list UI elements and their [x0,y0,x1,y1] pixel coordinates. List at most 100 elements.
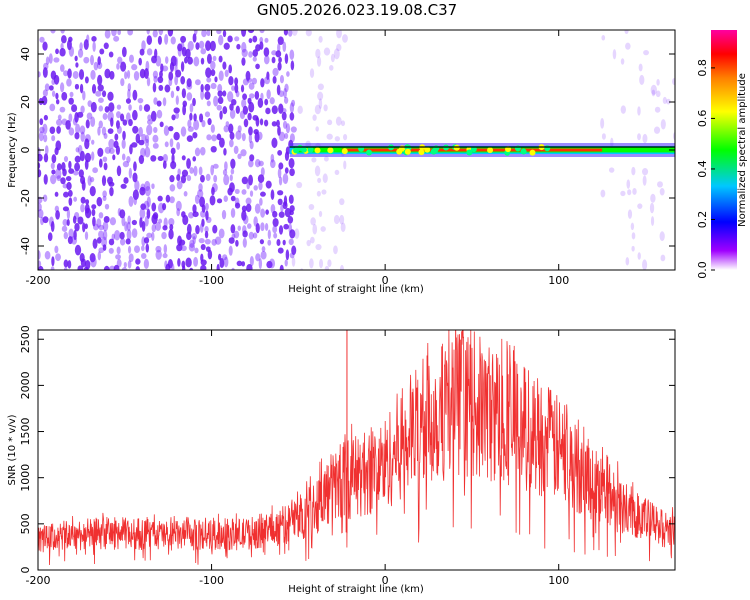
spectrogram-noise-cell [67,39,72,51]
spectrogram-noise-cell [182,104,187,116]
spectrogram-noise-cell [625,257,630,266]
spectrogram-signal [289,143,675,157]
spectrogram-noise-cell [152,134,159,143]
spectrogram-noise-cell [235,105,240,114]
spectrogram-noise-cell [655,90,661,98]
spectrogram-noise-cell [145,138,149,148]
spectrogram-noise-cell [214,236,222,245]
spectrogram-noise-cell [206,30,211,37]
spectrogram-noise-cell [97,126,101,136]
spectrogram-noise-cell [259,118,264,126]
spectrogram-noise-cell [83,39,89,50]
spectrogram-noise-cell [54,245,59,254]
spectrogram-noise-cell [79,125,86,135]
spectrogram-noise-cell [657,181,663,188]
spectrogram-noise-cell [68,168,75,174]
spectrogram-noise-cell [155,245,162,253]
spectrogram-noise-cell [181,88,187,99]
y-tick-label: 0 [19,567,32,574]
signal-blob [505,146,512,153]
spectrogram-noise-cell [99,48,105,55]
spectrogram-noise-cell [85,119,90,129]
spectrogram-noise-cell [222,254,228,261]
spectrogram-noise-cell [200,146,206,156]
spectrogram-noise-cell [265,209,269,215]
spectrogram-noise-cell [218,253,222,261]
spectrogram-noise-cell [227,187,233,196]
spectrogram-noise-cell [189,267,194,270]
spectrogram-noise-cell [73,196,78,202]
spectrogram-noise-cell [186,158,191,169]
spectrogram-noise-cell [241,261,246,267]
spectrogram-noise-cell [300,268,304,270]
spectrogram-noise-cell [98,230,104,239]
spectrogram-noise-cell [278,211,285,218]
spectrogram-noise-cell [89,253,96,263]
spectrogram-noise-cell [175,200,182,212]
x-tick-label: -200 [26,274,51,287]
spectrogram-noise-cell [128,118,133,127]
spectrogram-noise-cell [127,215,131,225]
spectrogram-noise-cell [116,246,121,255]
spectrogram-noise-cell [642,133,648,144]
spectrogram-noise-cell [75,123,81,135]
spectrogram-noise-cell [314,165,321,177]
spectrogram-noise-cell [47,232,53,242]
spectrogram-noise-cell [78,69,85,80]
spectrogram-noise-cell [104,68,111,79]
spectrogram-noise-cell [143,258,149,269]
spectrogram-noise-cell [108,102,115,112]
spectrogram-noise-cell [50,266,55,270]
spectrogram-noise-cell [315,126,319,132]
spectrogram-noise-cell [228,245,233,256]
spectrogram-noise-cell [151,231,155,241]
spectrogram-noise-cell [660,119,666,130]
spectrogram-noise-cell [278,103,284,114]
spectrogram-noise-cell [312,224,318,235]
spectrogram-noise-cell [289,168,295,177]
spectrogram-noise-cell [55,99,60,105]
spectrogram-noise-cell [231,98,237,106]
signal-blob [327,147,334,154]
spectrogram-noise-cell [124,71,128,80]
spectrogram-noise-cell [260,167,265,177]
spectrogram-noise-cell [107,91,114,102]
spectrogram-noise-cell [649,202,655,214]
spectrogram-noise-cell [272,210,278,218]
spectrogram-noise-cell [74,83,80,90]
spectrogram-noise-cell [140,147,146,158]
spectrogram-noise-cell [91,151,95,161]
y-tick-label: 20 [19,95,32,109]
spectrogram-noise-cell [206,100,211,107]
spectrogram-noise-cell [291,256,296,267]
spectrogram-noise-cell [141,245,145,252]
spectrogram-noise-cell [317,83,324,91]
spectrogram-noise-cell [285,249,290,261]
spectrogram-noise-cell [109,70,115,80]
spectrogram-noise-cell [67,260,72,269]
spectrogram-noise-cell [216,263,220,270]
spectrogram-noise-cell [245,203,252,213]
spectrogram-noise-cell [270,189,275,200]
spectrogram-noise-cell [126,155,131,163]
spectrogram-noise-cell [336,30,342,39]
spectrogram-noise-cell [146,124,153,136]
spectrogram-noise-cell [277,125,281,136]
spectrogram-noise-cell [131,64,138,71]
spectrogram-noise-cell [222,61,227,70]
spectrogram-noise-cell [631,166,636,176]
spectrogram-noise-cell [127,245,132,254]
spectrogram-noise-cell [638,63,643,72]
spectrogram-noise-cell [51,135,56,142]
x-tick-label: 0 [382,274,389,287]
spectrogram-noise-cell [210,82,217,90]
spectrogram-noise-cell [175,85,180,92]
spectrogram-noise-cell [141,40,146,51]
spectrogram-noise-cell [240,149,247,157]
spectrogram-noise-cell [266,260,273,269]
spectrogram-noise-cell [51,169,56,175]
spectrogram-noise-cell [181,265,186,270]
spectrogram-noise-cell [199,113,204,123]
spectrogram-noise-cell [223,42,230,50]
spectrogram-noise-cell [66,208,71,220]
